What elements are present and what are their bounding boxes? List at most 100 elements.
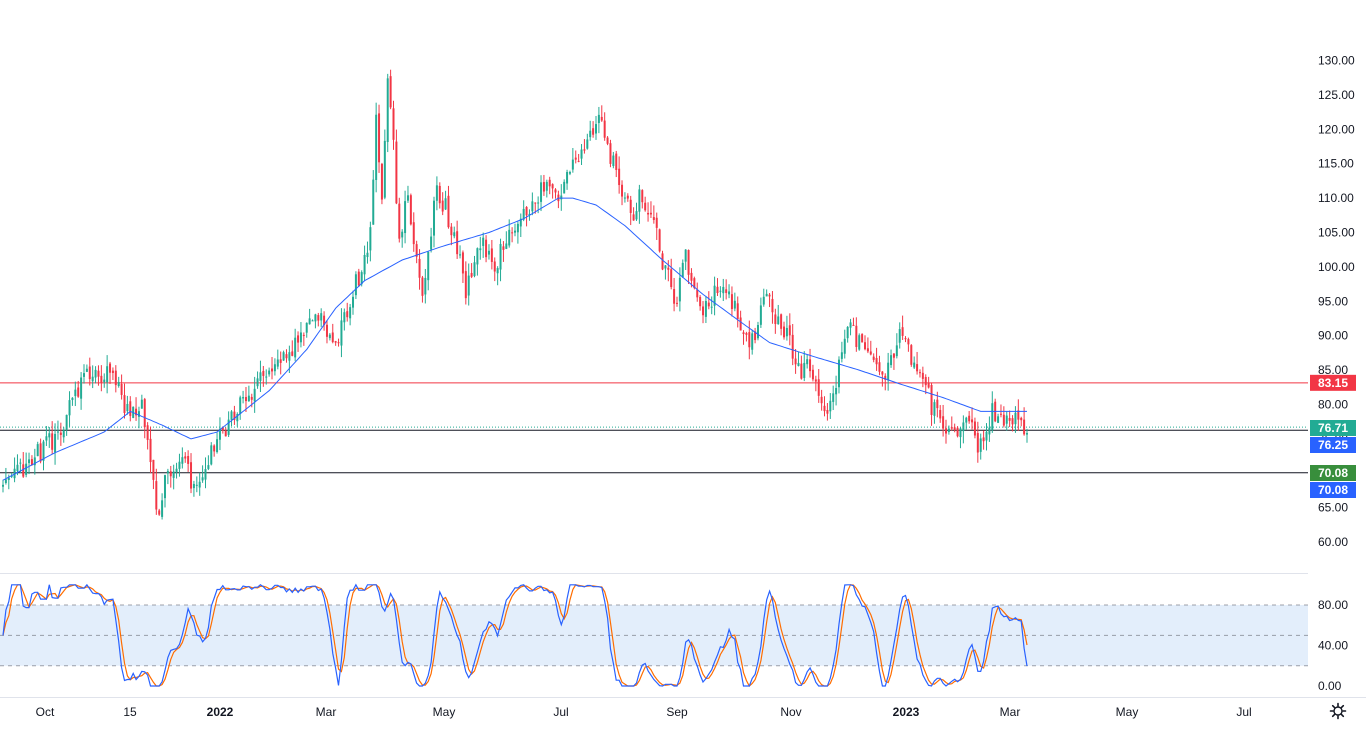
candle-body [583, 149, 586, 151]
candle-body [256, 378, 259, 387]
candle-body [988, 427, 991, 435]
price-badge-83-15: 83.15 [1318, 376, 1348, 390]
price-badge-76-25: 76.25 [1318, 438, 1348, 452]
candle-body [762, 296, 765, 305]
candle-body [1008, 418, 1011, 421]
candle-body [299, 332, 302, 343]
candle-body [100, 375, 103, 383]
stochastic-pane[interactable] [0, 583, 1308, 687]
candle-body [233, 411, 236, 420]
candle-body [13, 468, 16, 479]
time-tick-label: 2023 [893, 705, 920, 719]
candle-body [137, 411, 140, 417]
candle-body [1011, 418, 1014, 425]
candle-body [661, 253, 664, 270]
candle-body [247, 395, 250, 402]
candle-body [412, 222, 415, 245]
price-axis[interactable]: 130.00 125.00 120.00 115.00 110.00 105.00 100.… [1310, 54, 1356, 550]
candle-body [253, 388, 256, 402]
candle-body [236, 414, 239, 422]
time-axis[interactable]: Oct 15 2022 Mar May Jul Sep Nov 2023 Mar May Jul [0, 697, 1366, 720]
candle-body [956, 427, 959, 437]
candle-body [699, 296, 702, 307]
stochastic-axis[interactable]: 80.00 40.00 0.00 [1318, 598, 1348, 693]
candle-body [487, 250, 490, 255]
time-tick-label: Mar [1000, 705, 1021, 719]
candle-body [91, 376, 94, 382]
candle-body [791, 334, 794, 359]
candle-body [655, 217, 658, 228]
candle-body [311, 320, 314, 322]
candle-body [884, 375, 887, 380]
candle-body [560, 195, 563, 200]
candle-body [166, 471, 169, 474]
candle-body [554, 189, 557, 193]
candle-body [945, 428, 948, 434]
candle-body [1023, 419, 1026, 435]
price-badge-76-25-bg [1310, 437, 1356, 453]
candle-body [898, 329, 901, 343]
candle-body [508, 229, 511, 246]
candle-body [719, 290, 722, 292]
candle-body [459, 254, 462, 256]
candle-body [785, 327, 788, 337]
stochastic-k-line [2, 583, 1028, 687]
candle-body [363, 254, 366, 275]
price-tick-label: 110.00 [1318, 191, 1354, 205]
candle-body [334, 341, 337, 343]
candle-body [467, 275, 470, 296]
candle-body [629, 199, 632, 213]
stochastic-tick-label: 40.00 [1318, 639, 1348, 653]
candle-body [146, 425, 149, 440]
candle-body [930, 385, 933, 415]
candle-body [103, 379, 106, 383]
candle-body [198, 481, 201, 488]
candle-body [788, 325, 791, 336]
candle-body [62, 430, 65, 438]
candle-body [861, 334, 864, 343]
candle-body [82, 373, 85, 377]
candle-body [739, 317, 742, 331]
candle-body [325, 324, 328, 337]
candle-body [424, 277, 427, 295]
candle-body [2, 484, 4, 487]
candle-body [45, 436, 48, 441]
candle-body [965, 417, 968, 423]
time-tick-label: 2022 [207, 705, 234, 719]
price-tick-label: 85.00 [1318, 363, 1348, 377]
gear-icon[interactable] [1329, 702, 1347, 720]
candle-body [829, 400, 832, 412]
candle-body [490, 248, 493, 262]
candle-body [976, 433, 979, 453]
candle-body [372, 179, 375, 225]
candle-body [849, 322, 852, 328]
price-tick-label: 115.00 [1318, 157, 1354, 171]
candle-body [823, 405, 826, 412]
candle-body [415, 244, 418, 257]
candle-body [406, 195, 409, 201]
candle-body [288, 352, 291, 361]
candle-body [33, 457, 36, 466]
candle-body [499, 243, 502, 270]
candle-body [375, 114, 378, 180]
candle-body [997, 416, 1000, 423]
stochastic-d-line [2, 584, 1028, 687]
candle-body [149, 438, 152, 463]
price-tick-label: 65.00 [1318, 501, 1348, 515]
candle-body [540, 182, 543, 202]
price-tick-label: 95.00 [1318, 294, 1348, 308]
candle-body [728, 291, 731, 295]
price-badge-70-08-green-bg [1310, 465, 1356, 481]
candle-body [441, 200, 444, 212]
candle-body [537, 202, 540, 204]
candle-body [985, 431, 988, 441]
candle-body [259, 372, 262, 381]
candle-body [566, 171, 569, 184]
main-price-pane[interactable] [0, 69, 1308, 520]
candle-body [702, 306, 705, 316]
candle-body [383, 140, 386, 198]
candle-body [771, 298, 774, 313]
candle-body [887, 362, 890, 381]
candle-body [250, 396, 253, 400]
candle-body [780, 314, 783, 329]
